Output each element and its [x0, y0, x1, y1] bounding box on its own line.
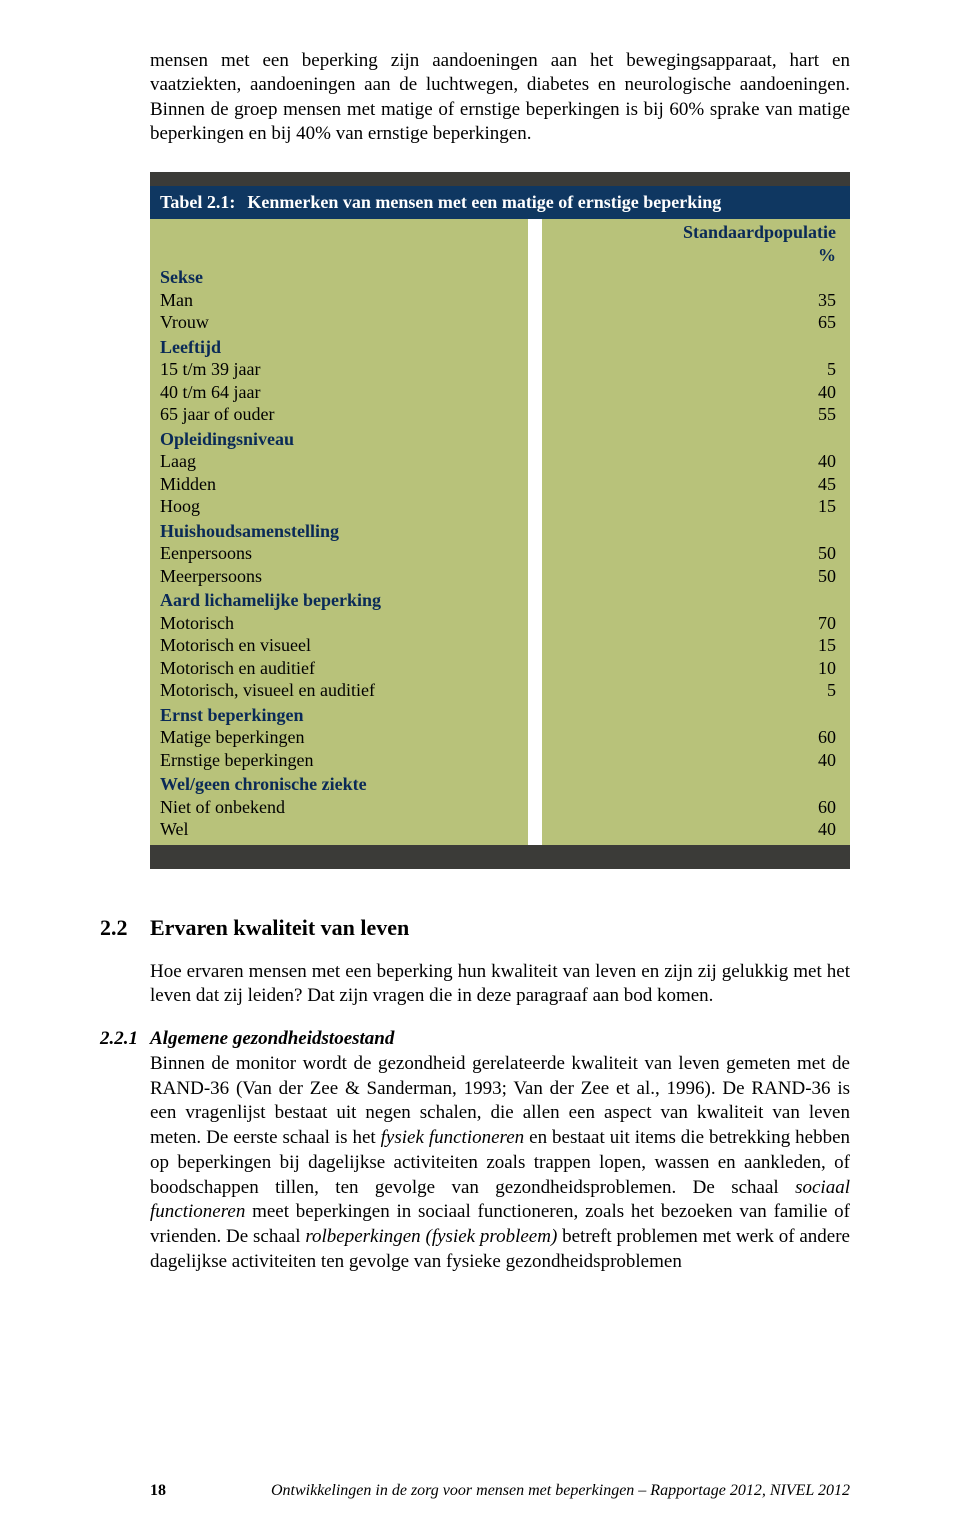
row-blank: [546, 589, 836, 612]
table-title-text: Kenmerken van mensen met een matige of e…: [247, 192, 840, 213]
row-value: 55: [546, 403, 836, 426]
subsection-num: 2.2.1: [100, 1027, 150, 1052]
group-values: 60 40: [546, 702, 836, 772]
row-value: 65: [546, 311, 836, 334]
table-top-band: [150, 172, 850, 186]
group-values: 5 40 55: [546, 334, 836, 426]
row-value: 45: [546, 473, 836, 496]
row-value: 70: [546, 612, 836, 635]
group-head: Aard lichamelijke beperking: [160, 589, 524, 612]
italic-rolbeperkingen: rolbeperkingen (fysiek probleem): [305, 1226, 557, 1247]
group-ernst: Ernst beperkingen Matige beperkingen Ern…: [160, 702, 524, 772]
page: mensen met een beperking zijn aandoening…: [0, 0, 960, 1528]
section-title: Ervaren kwaliteit van leven: [150, 915, 409, 941]
group-values: 60 40: [546, 771, 836, 841]
row-label: Motorisch, visueel en auditief: [160, 679, 524, 702]
row-label: Vrouw: [160, 311, 524, 334]
group-values: 70 15 10 5: [546, 587, 836, 702]
row-blank: [546, 266, 836, 289]
row-value: 5: [546, 358, 836, 381]
row-label: Eenpersoons: [160, 542, 524, 565]
italic-fysiek: fysiek functioneren: [381, 1127, 525, 1148]
row-label: Niet of onbekend: [160, 796, 524, 819]
row-label: Wel: [160, 818, 524, 841]
row-label: Man: [160, 289, 524, 312]
group-head: Huishoudsamenstelling: [160, 520, 524, 543]
footer-page-num: 18: [150, 1482, 166, 1500]
group-head: Leeftijd: [160, 336, 524, 359]
row-label: Ernstige beperkingen: [160, 749, 524, 772]
page-footer: 18 Ontwikkelingen in de zorg voor mensen…: [150, 1482, 850, 1500]
row-label: 15 t/m 39 jaar: [160, 358, 524, 381]
row-blank: [546, 428, 836, 451]
row-value: 10: [546, 657, 836, 680]
row-label: Hoog: [160, 495, 524, 518]
row-blank: [546, 773, 836, 796]
table-left-blank: [160, 221, 524, 266]
table-title-num: Tabel 2.1:: [160, 192, 247, 213]
group-values: 40 45 15: [546, 426, 836, 518]
subsection-title: Algemene gezondheidstoestand: [150, 1028, 394, 1049]
row-value: 15: [546, 495, 836, 518]
group-ziekte: Wel/geen chronische ziekte Niet of onbek…: [160, 771, 524, 841]
row-blank: [546, 336, 836, 359]
table-2-1: Tabel 2.1: Kenmerken van mensen met een …: [150, 172, 850, 869]
subsection-2-2-1: 2.2.1Algemene gezondheidstoestand Binnen…: [150, 1027, 850, 1274]
row-value: 40: [546, 381, 836, 404]
footer-text: Ontwikkelingen in de zorg voor mensen me…: [271, 1482, 850, 1500]
section-body: Hoe ervaren mensen met een beperking hun…: [150, 960, 850, 1009]
group-opl: Opleidingsniveau Laag Midden Hoog: [160, 426, 524, 518]
group-values: 35 65: [546, 266, 836, 334]
row-label: Matige beperkingen: [160, 726, 524, 749]
group-head: Wel/geen chronische ziekte: [160, 773, 524, 796]
right-header-1: Standaardpopulatie: [546, 221, 836, 244]
table-bottom-band: [150, 845, 850, 869]
row-value: 15: [546, 634, 836, 657]
row-label: Motorisch: [160, 612, 524, 635]
row-value: 5: [546, 679, 836, 702]
group-head: Opleidingsniveau: [160, 428, 524, 451]
row-label: Midden: [160, 473, 524, 496]
row-label: Motorisch en auditief: [160, 657, 524, 680]
row-value: 50: [546, 542, 836, 565]
row-value: 50: [546, 565, 836, 588]
row-value: 40: [546, 749, 836, 772]
row-blank: [546, 520, 836, 543]
table-left-col: Sekse Man Vrouw Leeftijd 15 t/m 39 jaar …: [150, 219, 528, 845]
right-header-2: %: [546, 244, 836, 267]
table-body: Sekse Man Vrouw Leeftijd 15 t/m 39 jaar …: [150, 219, 850, 845]
row-value: 40: [546, 450, 836, 473]
row-label: 65 jaar of ouder: [160, 403, 524, 426]
table-title-row: Tabel 2.1: Kenmerken van mensen met een …: [150, 186, 850, 219]
row-value: 60: [546, 726, 836, 749]
group-leeftijd: Leeftijd 15 t/m 39 jaar 40 t/m 64 jaar 6…: [160, 334, 524, 426]
row-value: 60: [546, 796, 836, 819]
table-right-col: Standaardpopulatie % 35 65 5 40 55 40: [542, 219, 850, 845]
row-label: Laag: [160, 450, 524, 473]
group-head: Ernst beperkingen: [160, 704, 524, 727]
group-huish: Huishoudsamenstelling Eenpersoons Meerpe…: [160, 518, 524, 588]
section-num: 2.2: [100, 915, 150, 941]
group-aard: Aard lichamelijke beperking Motorisch Mo…: [160, 587, 524, 702]
intro-paragraph: mensen met een beperking zijn aandoening…: [150, 49, 850, 146]
group-values: 50 50: [546, 518, 836, 588]
row-value: 35: [546, 289, 836, 312]
group-head: Sekse: [160, 266, 524, 289]
table-spacer: [528, 219, 542, 845]
row-value: 40: [546, 818, 836, 841]
row-label: Meerpersoons: [160, 565, 524, 588]
row-label: 40 t/m 64 jaar: [160, 381, 524, 404]
section-2-2-heading: 2.2 Ervaren kwaliteit van leven: [100, 915, 850, 941]
row-blank: [546, 704, 836, 727]
row-label: Motorisch en visueel: [160, 634, 524, 657]
group-sekse: Sekse Man Vrouw: [160, 266, 524, 334]
